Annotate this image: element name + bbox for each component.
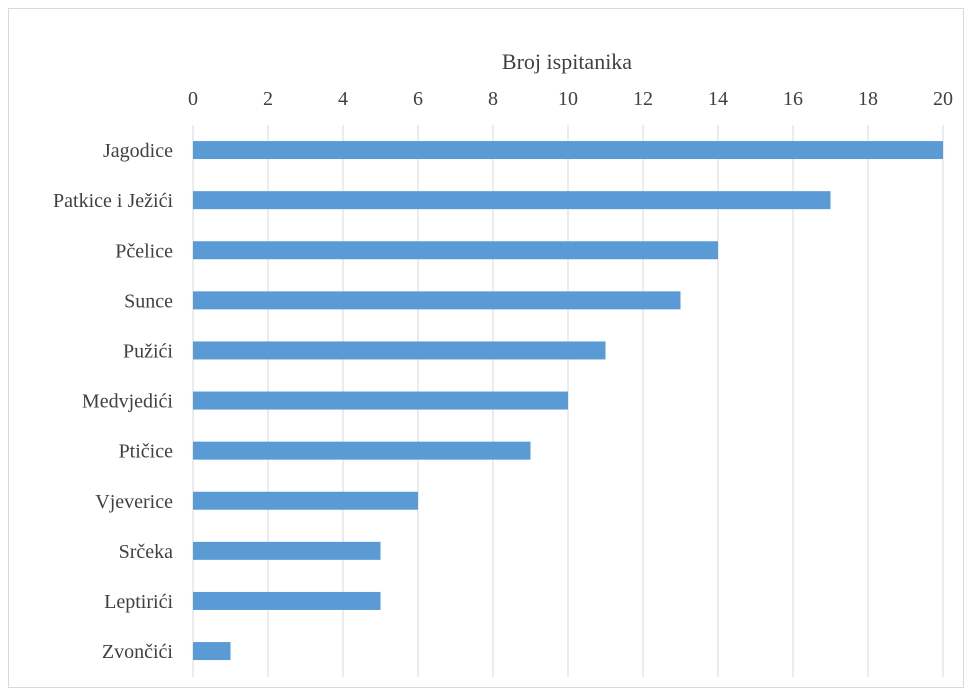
x-tick-label: 0 [188, 88, 198, 110]
bar [193, 241, 718, 260]
category-label: Sunce [124, 290, 173, 312]
x-tick-label: 8 [488, 88, 498, 110]
x-tick-label: 10 [558, 88, 578, 110]
category-label: Leptirići [104, 591, 173, 613]
category-labels: Jagodice Patkice i Ježići Pčelice Sunce Puži… [53, 140, 173, 663]
x-tick-label: 20 [933, 88, 953, 110]
bar [193, 441, 531, 460]
bar [193, 491, 418, 510]
bar [193, 391, 568, 410]
category-label: Vjeverice [95, 491, 173, 513]
bar [193, 341, 606, 360]
bars [193, 141, 943, 661]
bar [193, 642, 231, 661]
x-tick-label: 18 [858, 88, 878, 110]
category-label: Patkice i Ježići [53, 190, 173, 212]
x-axis-title: Broj ispitanika [502, 49, 632, 74]
x-tick-label: 6 [413, 88, 423, 110]
category-label: Medvjedići [82, 391, 174, 413]
gridlines [192, 125, 944, 677]
category-label: Pčelice [115, 240, 173, 262]
category-label: Ptičice [119, 441, 174, 463]
x-tick-label: 16 [783, 88, 803, 110]
x-tick-label: 12 [633, 88, 653, 110]
bar [193, 591, 381, 610]
x-tick-label: 2 [263, 88, 273, 110]
category-label: Jagodice [103, 140, 173, 162]
category-label: Zvončići [102, 641, 174, 663]
x-tick-labels: 0 2 4 6 8 10 12 14 16 18 20 [188, 88, 953, 110]
bar [193, 191, 831, 210]
bar [193, 141, 943, 160]
bar [193, 291, 681, 310]
category-label: Srčeka [119, 541, 174, 563]
category-label: Pužići [123, 340, 173, 362]
x-tick-label: 4 [338, 88, 348, 110]
bar [193, 541, 381, 560]
x-tick-label: 14 [708, 88, 728, 110]
